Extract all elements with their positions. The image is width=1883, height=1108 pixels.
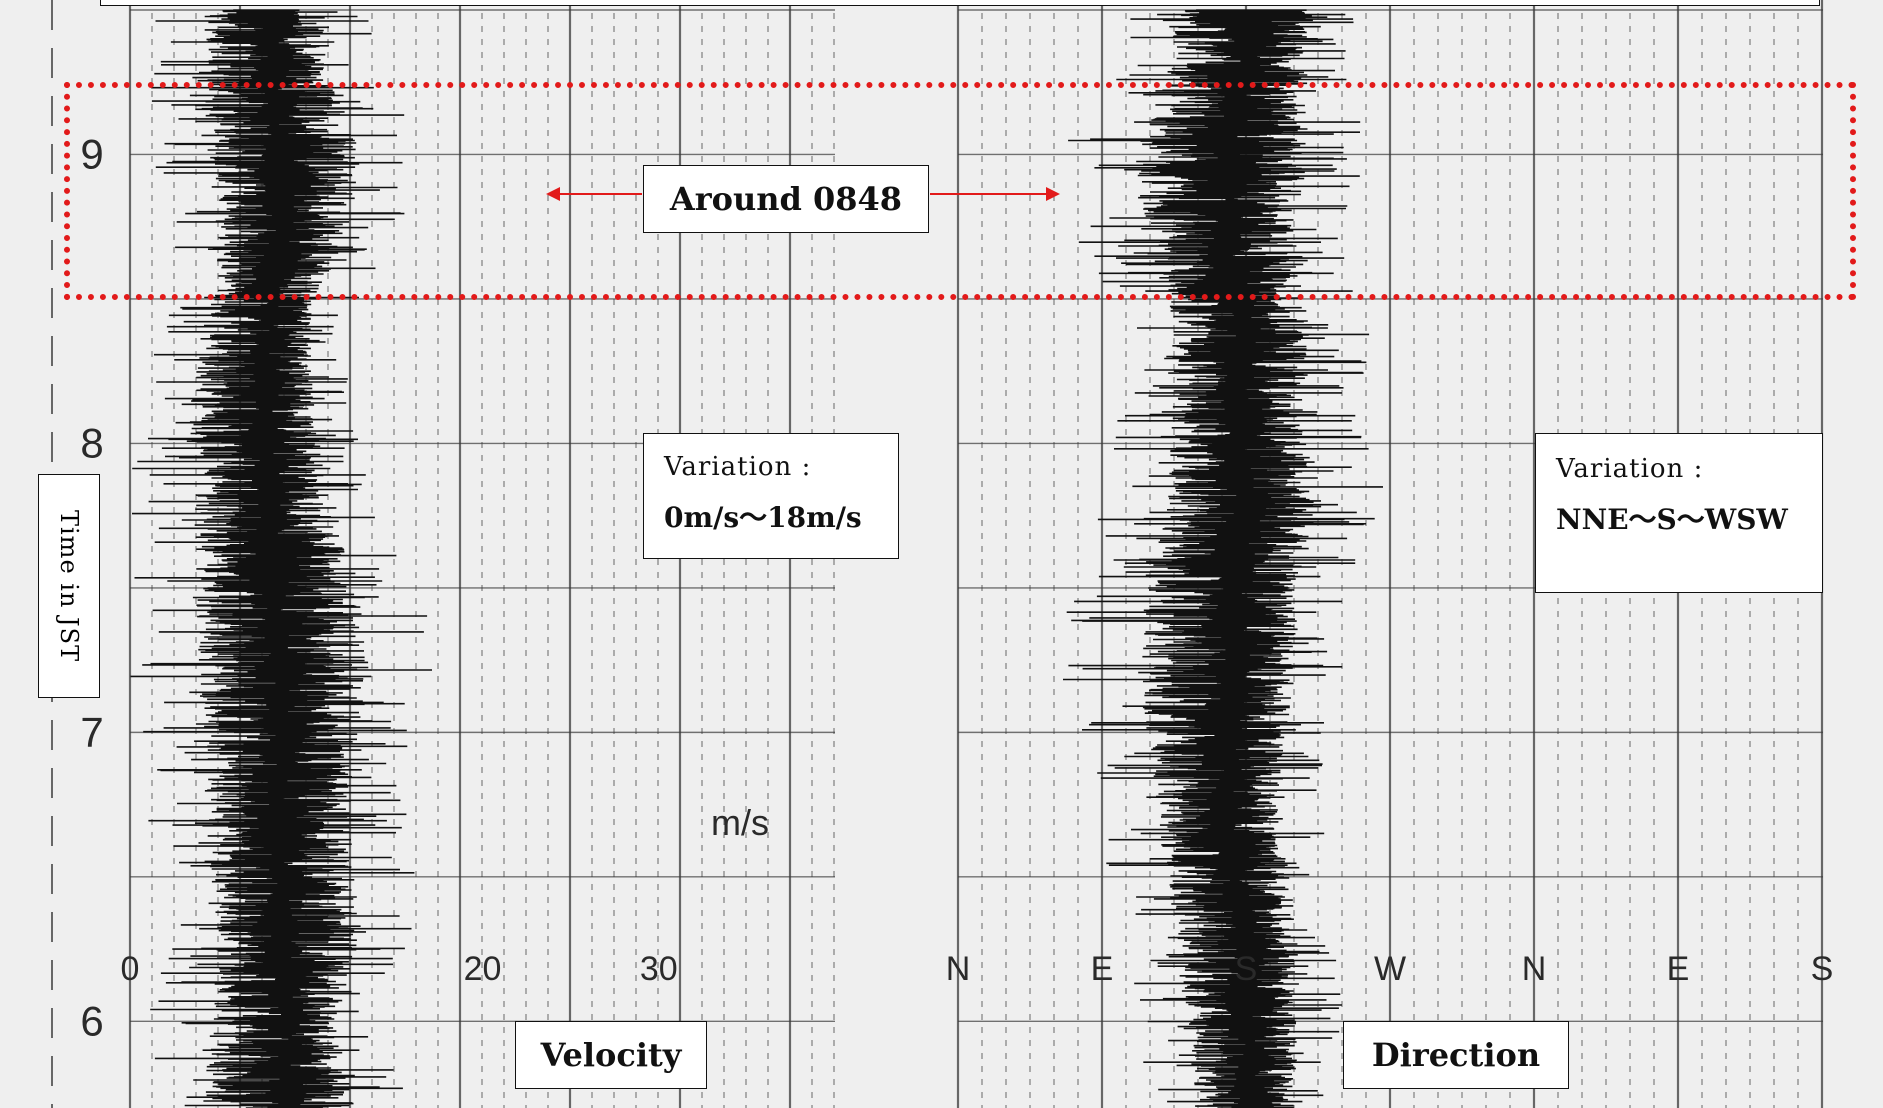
direction-x-tick-label: S [1235, 950, 1258, 988]
direction-title: Direction [1343, 1021, 1569, 1089]
right-arrow [930, 187, 1060, 201]
velocity-x-tick-label: 30 [640, 950, 678, 988]
highlight-box-0848 [64, 82, 1856, 300]
direction-x-tick-label: N [1522, 950, 1547, 988]
time-tick-label: 8 [80, 419, 103, 466]
arrow-right-head [1046, 187, 1060, 201]
direction-variation-box: Variation : NNE～S～WSW [1535, 433, 1823, 593]
velocity-variation-title: Variation : [664, 452, 812, 482]
left-arrow [546, 187, 642, 201]
velocity-x-tick-label: 20 [464, 950, 502, 988]
direction-x-tick-label: E [1667, 950, 1690, 988]
trace-layer [130, 9, 1383, 1108]
top-caption-box [100, 0, 1820, 6]
highlight-label: Around 0848 [643, 165, 929, 233]
direction-x-tick-label: E [1091, 950, 1114, 988]
direction-x-tick-label: S [1811, 950, 1834, 988]
arrow-left-head [546, 187, 560, 201]
velocity-unit-label: m/s [711, 802, 769, 843]
direction-x-tick-label: N [946, 950, 971, 988]
y-axis-title: Time in JST [38, 474, 100, 698]
direction-variation-range: NNE～S～WSW [1556, 503, 1788, 536]
velocity-x-tick-label: 0 [121, 950, 140, 988]
time-tick-label: 6 [80, 997, 103, 1044]
velocity-title: Velocity [515, 1021, 707, 1089]
time-tick-label: 9 [80, 130, 103, 177]
tick-label-layer: 0 20 30 N E S W N E S 6 7 8 9 m/s [80, 130, 1833, 1044]
time-tick-label: 7 [80, 708, 103, 755]
velocity-trace [130, 9, 432, 1108]
velocity-variation-range: 0m/s～18m/s [664, 501, 862, 534]
direction-trace [1063, 9, 1383, 1108]
velocity-variation-box: Variation : 0m/s～18m/s [643, 433, 899, 559]
direction-x-tick-label: W [1374, 950, 1406, 988]
direction-variation-title: Variation : [1556, 454, 1704, 484]
